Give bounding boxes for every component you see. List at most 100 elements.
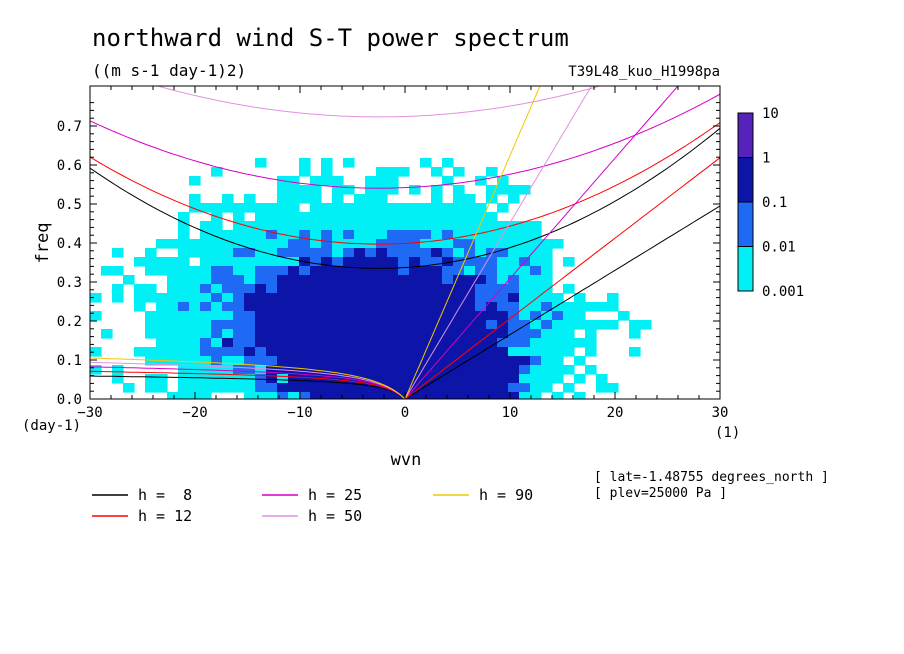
field-cell	[244, 239, 256, 249]
field-cell	[475, 221, 487, 231]
field-cell	[442, 257, 454, 267]
field-cell	[332, 374, 344, 384]
field-cell	[541, 293, 553, 303]
field-cell	[607, 320, 619, 330]
field-cell	[145, 284, 157, 294]
field-cell	[519, 185, 531, 195]
field-cell	[387, 221, 399, 231]
field-cell	[255, 239, 267, 249]
x-tick-label: −10	[287, 405, 312, 421]
field-cell	[200, 230, 212, 240]
kelvin-curve	[404, 86, 679, 399]
field-cell	[409, 212, 421, 222]
field-cell	[255, 275, 267, 285]
field-cell	[222, 293, 234, 303]
field-cell	[222, 347, 234, 357]
field-cell	[376, 212, 388, 222]
field-cell	[530, 365, 542, 375]
field-cell	[189, 311, 201, 321]
field-cell	[145, 347, 157, 357]
field-cell	[453, 239, 465, 249]
field-cell	[244, 392, 256, 399]
field-cell	[618, 311, 630, 321]
field-cell	[574, 392, 586, 399]
field-cell	[244, 365, 256, 375]
field-cell	[244, 311, 256, 321]
field-cell	[310, 392, 322, 399]
spectrum-field	[90, 158, 652, 399]
field-cell	[519, 239, 531, 249]
field-cell	[321, 203, 333, 213]
field-cell	[541, 284, 553, 294]
field-cell	[453, 329, 465, 339]
field-cell	[167, 257, 179, 267]
field-cell	[475, 329, 487, 339]
field-cell	[475, 239, 487, 249]
field-cell	[508, 257, 520, 267]
field-cell	[486, 392, 498, 399]
y-tick-label: 0.7	[57, 119, 82, 135]
field-cell	[365, 392, 377, 399]
field-cell	[530, 320, 542, 330]
field-cell	[376, 176, 388, 186]
field-cell	[398, 212, 410, 222]
field-cell	[288, 212, 300, 222]
field-cell	[497, 320, 509, 330]
field-cell	[409, 266, 421, 276]
field-cell	[299, 392, 311, 399]
field-cell	[233, 383, 245, 393]
field-cell	[255, 203, 267, 213]
field-cell	[299, 338, 311, 348]
field-cell	[519, 266, 531, 276]
latitude-info: [ lat=-1.48755 degrees_north ]	[594, 470, 829, 485]
field-cell	[486, 221, 498, 231]
field-cell	[497, 293, 509, 303]
field-cell	[332, 311, 344, 321]
field-cell	[563, 311, 575, 321]
field-cell	[189, 248, 201, 258]
rossby-curve	[90, 366, 406, 399]
field-cell	[211, 266, 223, 276]
field-cell	[519, 347, 531, 357]
field-cell	[343, 203, 355, 213]
rossby-curve	[90, 370, 406, 399]
field-cell	[376, 365, 388, 375]
field-cell	[475, 392, 487, 399]
field-cell	[409, 311, 421, 321]
field-cell	[354, 356, 366, 366]
field-cell	[211, 284, 223, 294]
field-cell	[321, 266, 333, 276]
field-cell	[519, 248, 531, 258]
field-cell	[420, 257, 432, 267]
field-cell	[508, 185, 520, 195]
field-cell	[200, 248, 212, 258]
field-cell	[552, 239, 564, 249]
field-cell	[497, 365, 509, 375]
field-cell	[299, 185, 311, 195]
colorbar-swatch	[737, 246, 754, 292]
y-axis-label: freq	[33, 223, 53, 264]
field-cell	[376, 320, 388, 330]
field-cell	[464, 275, 476, 285]
field-cell	[200, 239, 212, 249]
field-cell	[310, 311, 322, 321]
field-cell	[200, 302, 212, 312]
field-cell	[222, 383, 234, 393]
field-cell	[321, 221, 333, 231]
field-cell	[288, 338, 300, 348]
field-cell	[343, 185, 355, 195]
field-cell	[321, 338, 333, 348]
field-cell	[299, 221, 311, 231]
field-cell	[508, 266, 520, 276]
field-cell	[475, 374, 487, 384]
field-cell	[376, 392, 388, 399]
field-cell	[607, 293, 619, 303]
field-cell	[387, 383, 399, 393]
field-cell	[398, 230, 410, 240]
legend-label: h = 12	[138, 507, 192, 525]
field-cell	[211, 329, 223, 339]
field-cell	[288, 248, 300, 258]
field-cell	[310, 266, 322, 276]
x-tick-label: 0	[401, 405, 409, 421]
field-cell	[464, 329, 476, 339]
